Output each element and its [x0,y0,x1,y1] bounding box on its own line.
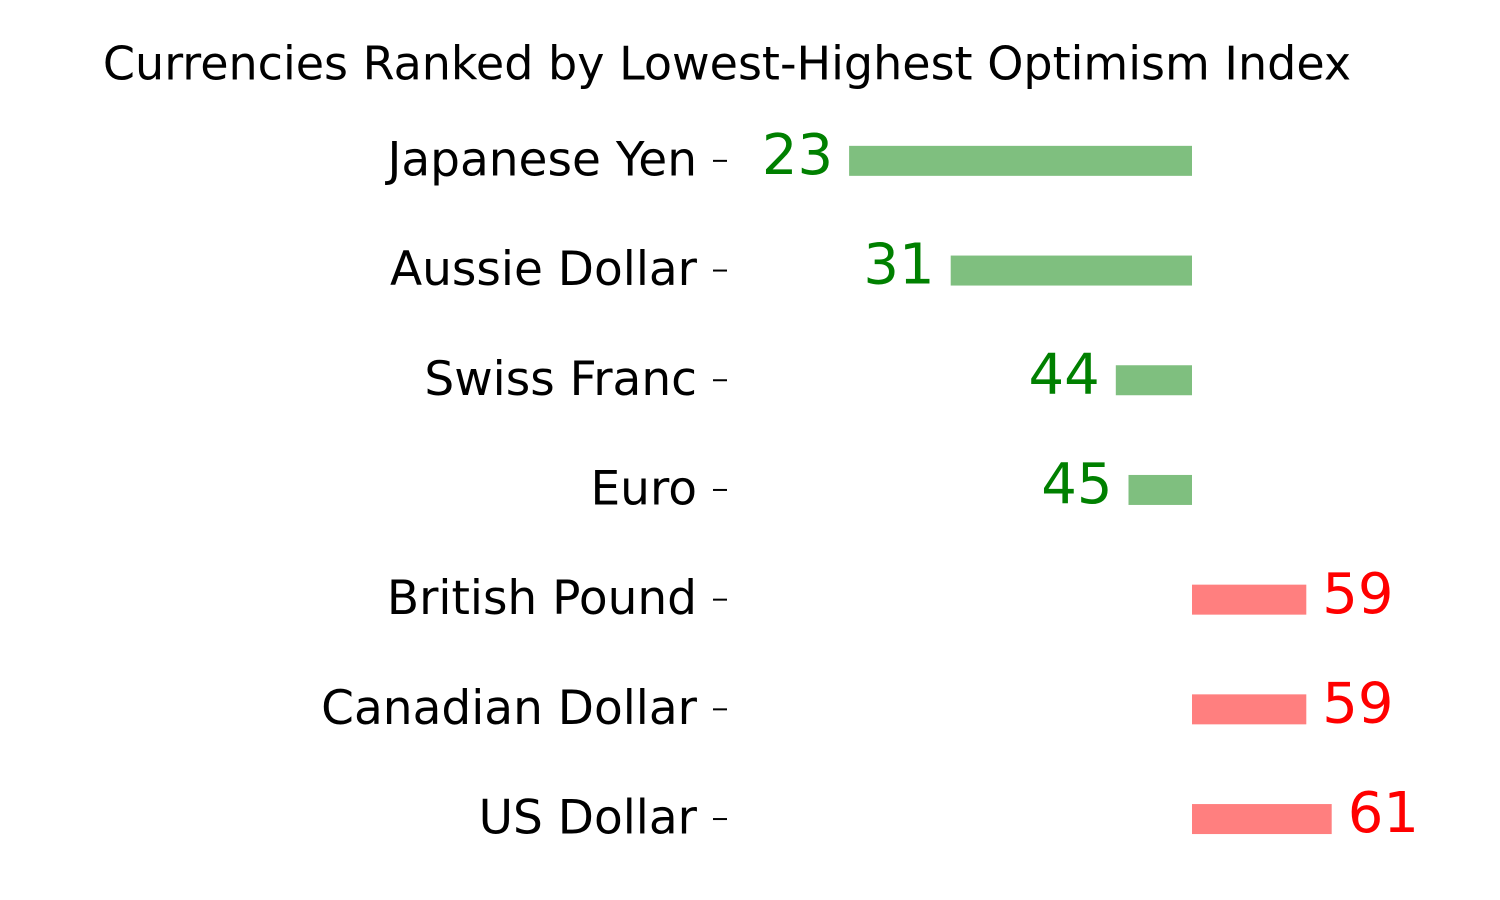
bar [1192,804,1332,835]
category-label: Swiss Franc [424,352,697,407]
chart-title: Currencies Ranked by Lowest-Highest Opti… [103,37,1351,91]
bar [950,255,1192,286]
bar [849,145,1192,176]
category-label: British Pound [387,571,697,626]
value-label: 44 [1029,342,1100,407]
value-label: 31 [863,233,934,298]
value-label: 59 [1322,562,1393,627]
value-label: 23 [762,123,833,188]
bar [1192,694,1307,725]
bar [1115,365,1192,396]
category-label: Euro [590,461,697,516]
bar [1128,474,1192,505]
value-label: 59 [1322,671,1393,736]
category-label: Canadian Dollar [321,681,697,736]
bar [1192,584,1307,615]
category-label: Japanese Yen [384,132,697,187]
value-label: 61 [1348,781,1419,846]
category-label: US Dollar [479,791,698,846]
category-label: Aussie Dollar [390,242,698,297]
value-label: 45 [1041,452,1112,517]
